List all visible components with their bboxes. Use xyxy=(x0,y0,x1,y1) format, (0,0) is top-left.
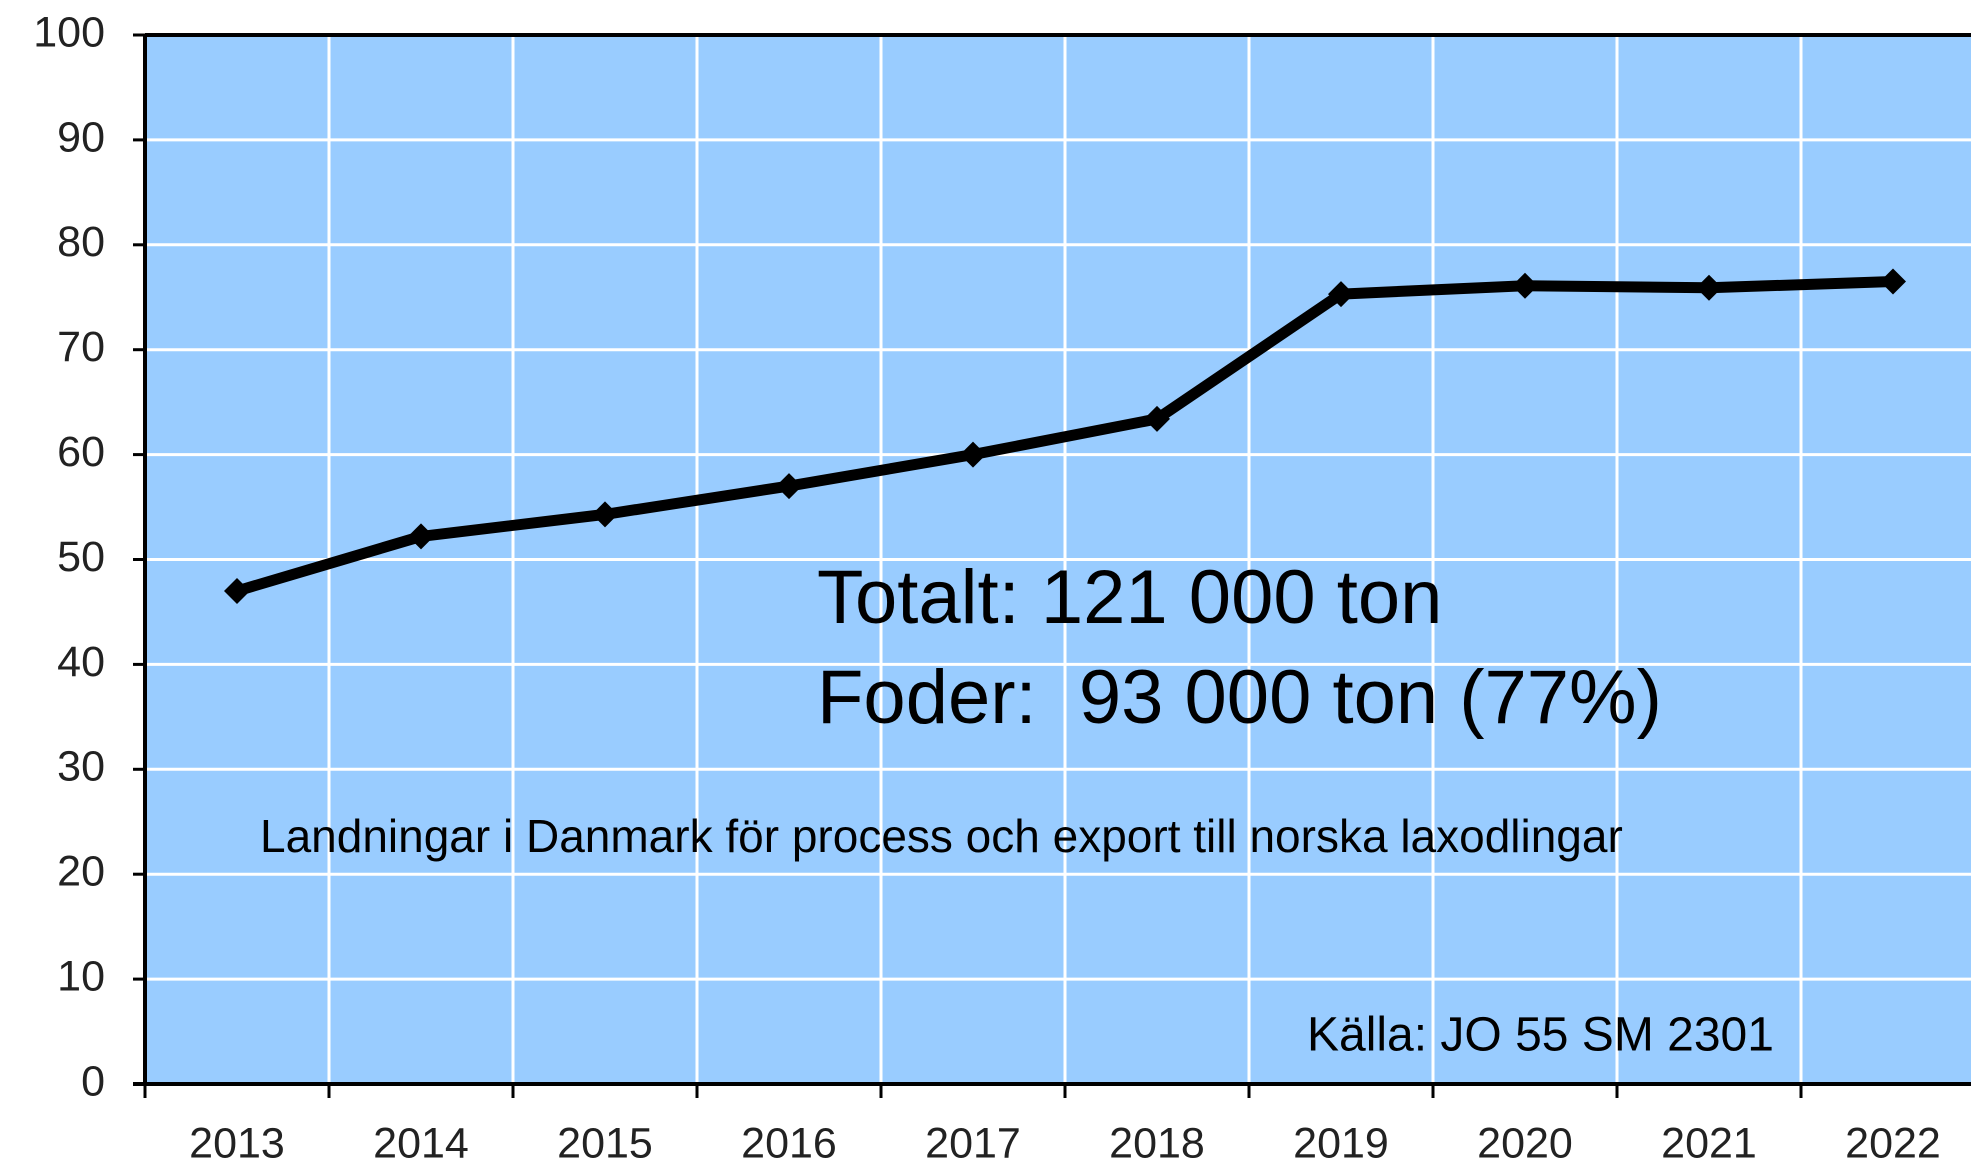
x-tick-label: 2015 xyxy=(557,1119,653,1167)
y-tick-label: 20 xyxy=(57,848,105,896)
y-tick-label: 80 xyxy=(57,218,105,266)
y-tick-label: 60 xyxy=(57,428,105,476)
y-tick-label: 50 xyxy=(57,533,105,581)
x-tick-label: 2021 xyxy=(1661,1119,1757,1167)
x-tick-label: 2014 xyxy=(373,1119,469,1167)
marker xyxy=(408,523,434,550)
y-tick-label: 10 xyxy=(57,952,105,1000)
annotation: Totalt: 121 000 ton xyxy=(817,555,1442,640)
marker xyxy=(224,577,250,604)
marker xyxy=(1696,274,1722,301)
x-tick-label: 2017 xyxy=(925,1119,1021,1167)
x-tick-label: 2022 xyxy=(1845,1119,1941,1167)
y-tick-label: 90 xyxy=(57,113,105,161)
line xyxy=(235,276,1894,597)
x-tick-label: 2018 xyxy=(1109,1119,1205,1167)
y-tick-label: 30 xyxy=(57,743,105,791)
x-tick-label: 2016 xyxy=(741,1119,837,1167)
marker xyxy=(1880,268,1906,295)
marker xyxy=(776,473,802,500)
x-tick-label: 2013 xyxy=(189,1119,285,1167)
marker xyxy=(960,441,986,468)
marker xyxy=(1328,281,1354,308)
annotation: Foder: 93 000 ton (77%) xyxy=(817,655,1662,740)
marker xyxy=(592,501,618,528)
y-tick-label: 40 xyxy=(57,638,105,686)
y-tick-label: 70 xyxy=(57,323,105,371)
marker xyxy=(1512,272,1538,299)
y-tick-label: 0 xyxy=(81,1057,105,1105)
x-tick-label: 2019 xyxy=(1293,1119,1389,1167)
annotation: Landningar i Danmark för process och exp… xyxy=(260,810,1623,862)
x-tick-label: 2020 xyxy=(1477,1119,1573,1167)
annotation: Källa: JO 55 SM 2301 xyxy=(1307,1009,1774,1062)
marker xyxy=(1144,405,1170,432)
y-tick-label: 100 xyxy=(33,8,105,56)
plot xyxy=(133,33,1971,1098)
